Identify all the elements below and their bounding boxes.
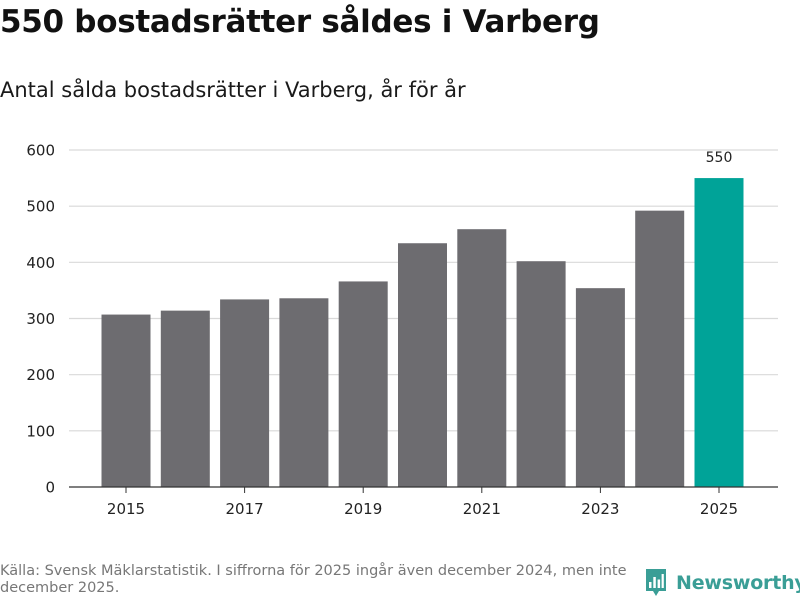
bar-2017 — [220, 299, 270, 487]
x-tick-label: 2019 — [344, 500, 382, 518]
x-tick-label: 2025 — [700, 500, 738, 518]
x-tick-label: 2023 — [581, 500, 619, 518]
bar-2018 — [279, 298, 329, 487]
y-tick-label: 500 — [26, 198, 55, 216]
y-tick-label: 200 — [26, 366, 55, 384]
x-tick-label: 2015 — [107, 500, 145, 518]
y-tick-label: 400 — [26, 254, 55, 272]
y-tick-label: 100 — [26, 422, 55, 440]
x-tick-label: 2021 — [463, 500, 501, 518]
data-label-2025: 550 — [706, 150, 733, 166]
bar-2015 — [101, 314, 151, 487]
bar-2019 — [338, 281, 388, 487]
source-note: Källa: Svensk Mäklarstatistik. I siffror… — [0, 563, 627, 596]
y-tick-label: 0 — [45, 479, 55, 497]
newsworthy-logo-icon — [646, 569, 666, 596]
bar-2023 — [575, 288, 625, 487]
x-tick-label: 2017 — [226, 500, 264, 518]
y-tick-label: 600 — [26, 142, 55, 160]
bar-2021 — [457, 229, 507, 487]
bar-2016 — [160, 310, 210, 487]
y-tick-label: 300 — [26, 310, 55, 328]
newsworthy-logo: Newsworthy — [644, 568, 800, 598]
bar-2020 — [398, 243, 447, 487]
brand-name: Newsworthy — [676, 572, 800, 594]
chart-subtitle: Antal sålda bostadsrätter i Varberg, år … — [0, 78, 466, 102]
chart-title: 550 bostadsrätter såldes i Varberg — [0, 4, 600, 40]
bar-2025 — [694, 178, 744, 488]
bar-2022 — [516, 261, 566, 487]
bar-2024 — [635, 210, 685, 487]
